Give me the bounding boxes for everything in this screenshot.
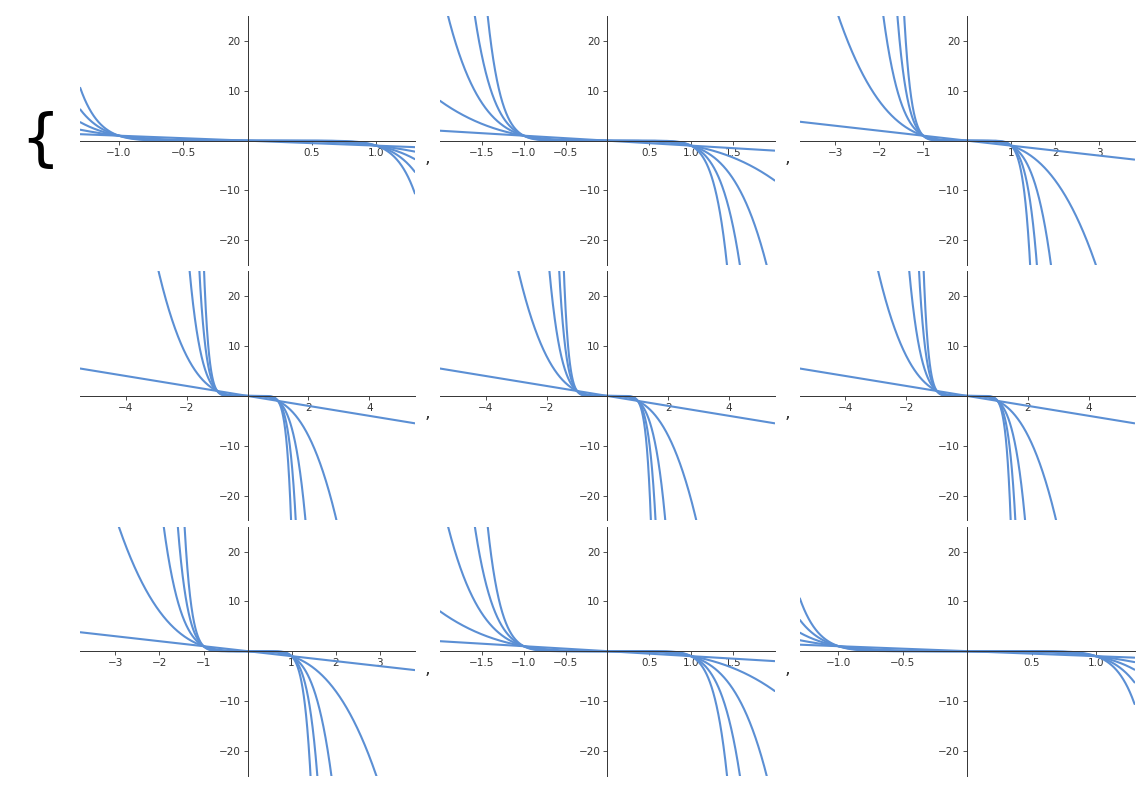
Text: ,: , (425, 404, 431, 423)
Text: ,: , (784, 404, 790, 423)
Text: ,: , (784, 149, 790, 167)
Text: ,: , (784, 659, 790, 678)
Text: {: { (21, 111, 60, 170)
Text: ,: , (425, 149, 431, 167)
Text: ,: , (425, 659, 431, 678)
